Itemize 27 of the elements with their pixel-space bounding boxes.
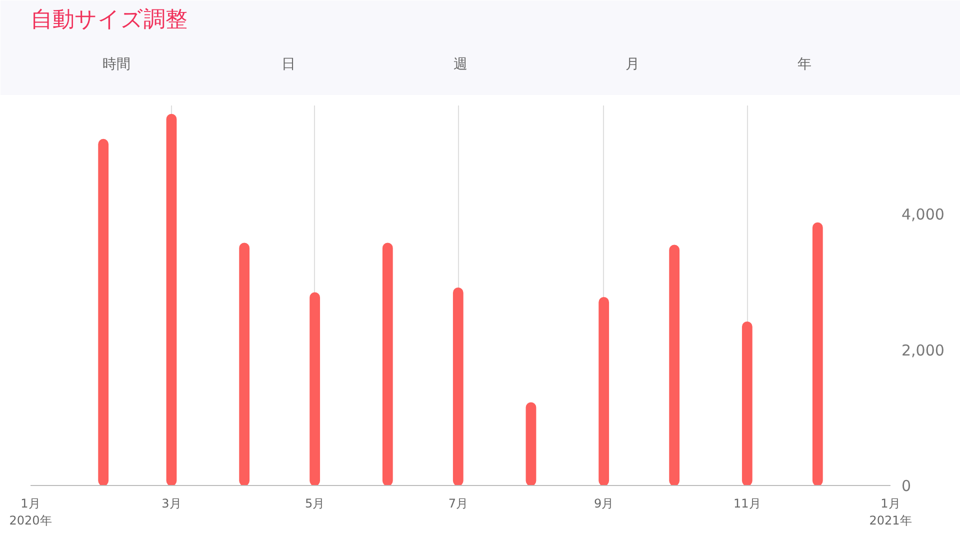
- text: 日: [282, 56, 296, 72]
- x-tick-label: 3月: [162, 496, 182, 510]
- x-tick-label: 7月: [448, 496, 468, 510]
- text: 月: [626, 56, 640, 72]
- bar: [452, 288, 464, 486]
- bar: [669, 244, 680, 486]
- bar: [382, 242, 393, 486]
- text: 時間: [102, 56, 130, 72]
- bar: [742, 321, 752, 486]
- bar: [598, 297, 610, 486]
- x-tick-label: 5月: [305, 496, 325, 510]
- y-tick-label: 4,000: [902, 206, 944, 224]
- bar: [812, 222, 823, 486]
- bar: [526, 402, 536, 486]
- bar: [98, 138, 109, 486]
- x-tick-label: 9月: [594, 496, 614, 510]
- text: 年: [798, 56, 812, 72]
- text: 週: [454, 56, 468, 72]
- bar: [166, 114, 177, 486]
- y-tick-label: 2,000: [902, 341, 944, 360]
- bar: [310, 292, 320, 486]
- x-tick-label: 11月: [734, 496, 761, 510]
- y-tick-label: 0: [902, 477, 912, 495]
- chart-title: 自動サイズ調整: [30, 8, 188, 32]
- bar: [239, 242, 250, 486]
- x-tick-label: 1月 2020年: [9, 496, 52, 528]
- x-tick-label: 1月 2021年: [869, 496, 912, 528]
